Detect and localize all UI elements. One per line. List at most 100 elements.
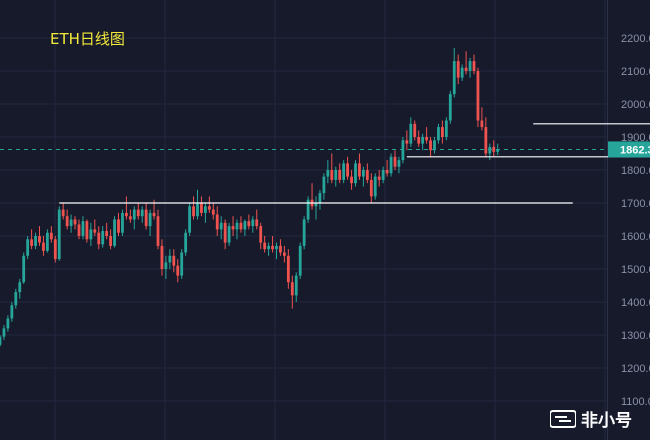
- candle-body: [89, 229, 93, 240]
- candle-body: [405, 140, 409, 144]
- watermark-text: 非小号: [581, 411, 632, 431]
- candle-body: [373, 176, 377, 197]
- candle-body: [484, 127, 488, 154]
- candle-body: [243, 221, 247, 230]
- candle-body: [65, 216, 69, 227]
- candle-body: [128, 216, 132, 220]
- candle-body: [223, 222, 227, 243]
- candle-body: [279, 245, 282, 253]
- y-tick-label: 1800.0: [621, 165, 650, 177]
- candle-body: [437, 127, 440, 141]
- candle-body: [140, 209, 144, 217]
- candle-body: [448, 94, 452, 121]
- candle-body: [156, 216, 160, 246]
- candle-body: [492, 146, 496, 152]
- candle-body: [172, 255, 176, 266]
- candle-body: [480, 120, 484, 128]
- candle-body: [290, 282, 294, 296]
- candle-body: [85, 221, 89, 240]
- candle-body: [330, 170, 334, 180]
- candle-body: [144, 209, 148, 227]
- y-tick-label: 2200.0: [621, 33, 650, 45]
- candle-body: [204, 206, 207, 213]
- y-tick-label: 1200.0: [621, 363, 650, 375]
- candle-body: [389, 156, 393, 174]
- candle-body: [417, 137, 421, 144]
- y-tick-label: 1700.0: [621, 198, 650, 210]
- candle-body: [34, 236, 37, 246]
- candle-body: [397, 160, 401, 167]
- candle-body: [365, 170, 369, 180]
- candle-body: [385, 170, 389, 174]
- candle-body: [18, 282, 22, 293]
- candle-body: [275, 245, 278, 250]
- candle-body: [271, 245, 274, 250]
- candle-body: [46, 232, 49, 251]
- candle-body: [294, 275, 298, 296]
- candle-body: [215, 214, 219, 230]
- candle-body: [97, 232, 101, 245]
- candle-body: [468, 61, 472, 71]
- candle-body: [306, 199, 310, 220]
- candle-body: [164, 262, 168, 269]
- last-price-tag: [608, 141, 650, 158]
- candle-body: [464, 67, 468, 71]
- candle-body: [6, 318, 10, 329]
- candle-body: [121, 212, 124, 233]
- candle-body: [255, 219, 259, 227]
- candle-body: [61, 209, 65, 217]
- candle-body: [105, 231, 109, 236]
- candle-body: [314, 203, 318, 207]
- candle-body: [358, 163, 361, 177]
- candle-body: [73, 219, 77, 225]
- candle-body: [101, 231, 105, 245]
- candle-body: [413, 123, 417, 137]
- chart-title: ETH日线图: [50, 30, 125, 48]
- candle-body: [377, 176, 381, 180]
- candle-body: [81, 221, 85, 236]
- candle-body: [421, 137, 425, 144]
- candle-body: [168, 255, 172, 263]
- candle-body: [381, 170, 385, 180]
- candle-body: [302, 219, 306, 246]
- candle-body: [283, 252, 286, 256]
- candle-body: [334, 170, 338, 180]
- candle-body: [22, 255, 26, 283]
- candle-body: [125, 212, 128, 217]
- candle-body: [362, 170, 365, 177]
- candle-body: [409, 123, 413, 144]
- y-tick-label: 2100.0: [621, 66, 650, 78]
- candle-body: [369, 179, 373, 197]
- candle-body: [219, 222, 223, 230]
- candle-body: [488, 146, 492, 154]
- y-tick-label: 1100.0: [621, 396, 650, 408]
- candle-body: [456, 61, 460, 78]
- candle-body: [263, 242, 267, 250]
- candle-body: [235, 222, 239, 230]
- candle-body: [425, 137, 428, 141]
- candle-body: [429, 140, 432, 151]
- candle-body: [184, 232, 188, 253]
- candle-body: [148, 212, 152, 227]
- candle-body: [472, 61, 476, 71]
- candle-body: [93, 229, 97, 233]
- candle-body: [152, 212, 156, 217]
- candle-body: [38, 236, 41, 243]
- candle-body: [136, 209, 140, 217]
- candle-body: [231, 226, 235, 230]
- candle-body: [57, 209, 61, 260]
- y-tick-label: 1300.0: [621, 330, 650, 342]
- y-tick-label: 1600.0: [621, 231, 650, 243]
- candle-body: [441, 127, 444, 137]
- candle-body: [350, 176, 353, 184]
- candle-body: [338, 170, 342, 180]
- candle-body: [433, 140, 436, 151]
- candle-body: [496, 149, 500, 152]
- candle-body: [298, 245, 302, 276]
- candle-body: [318, 193, 322, 203]
- candle-body: [239, 222, 243, 230]
- candle-body: [286, 255, 290, 283]
- candle-body: [393, 156, 397, 167]
- candle-body: [460, 67, 464, 78]
